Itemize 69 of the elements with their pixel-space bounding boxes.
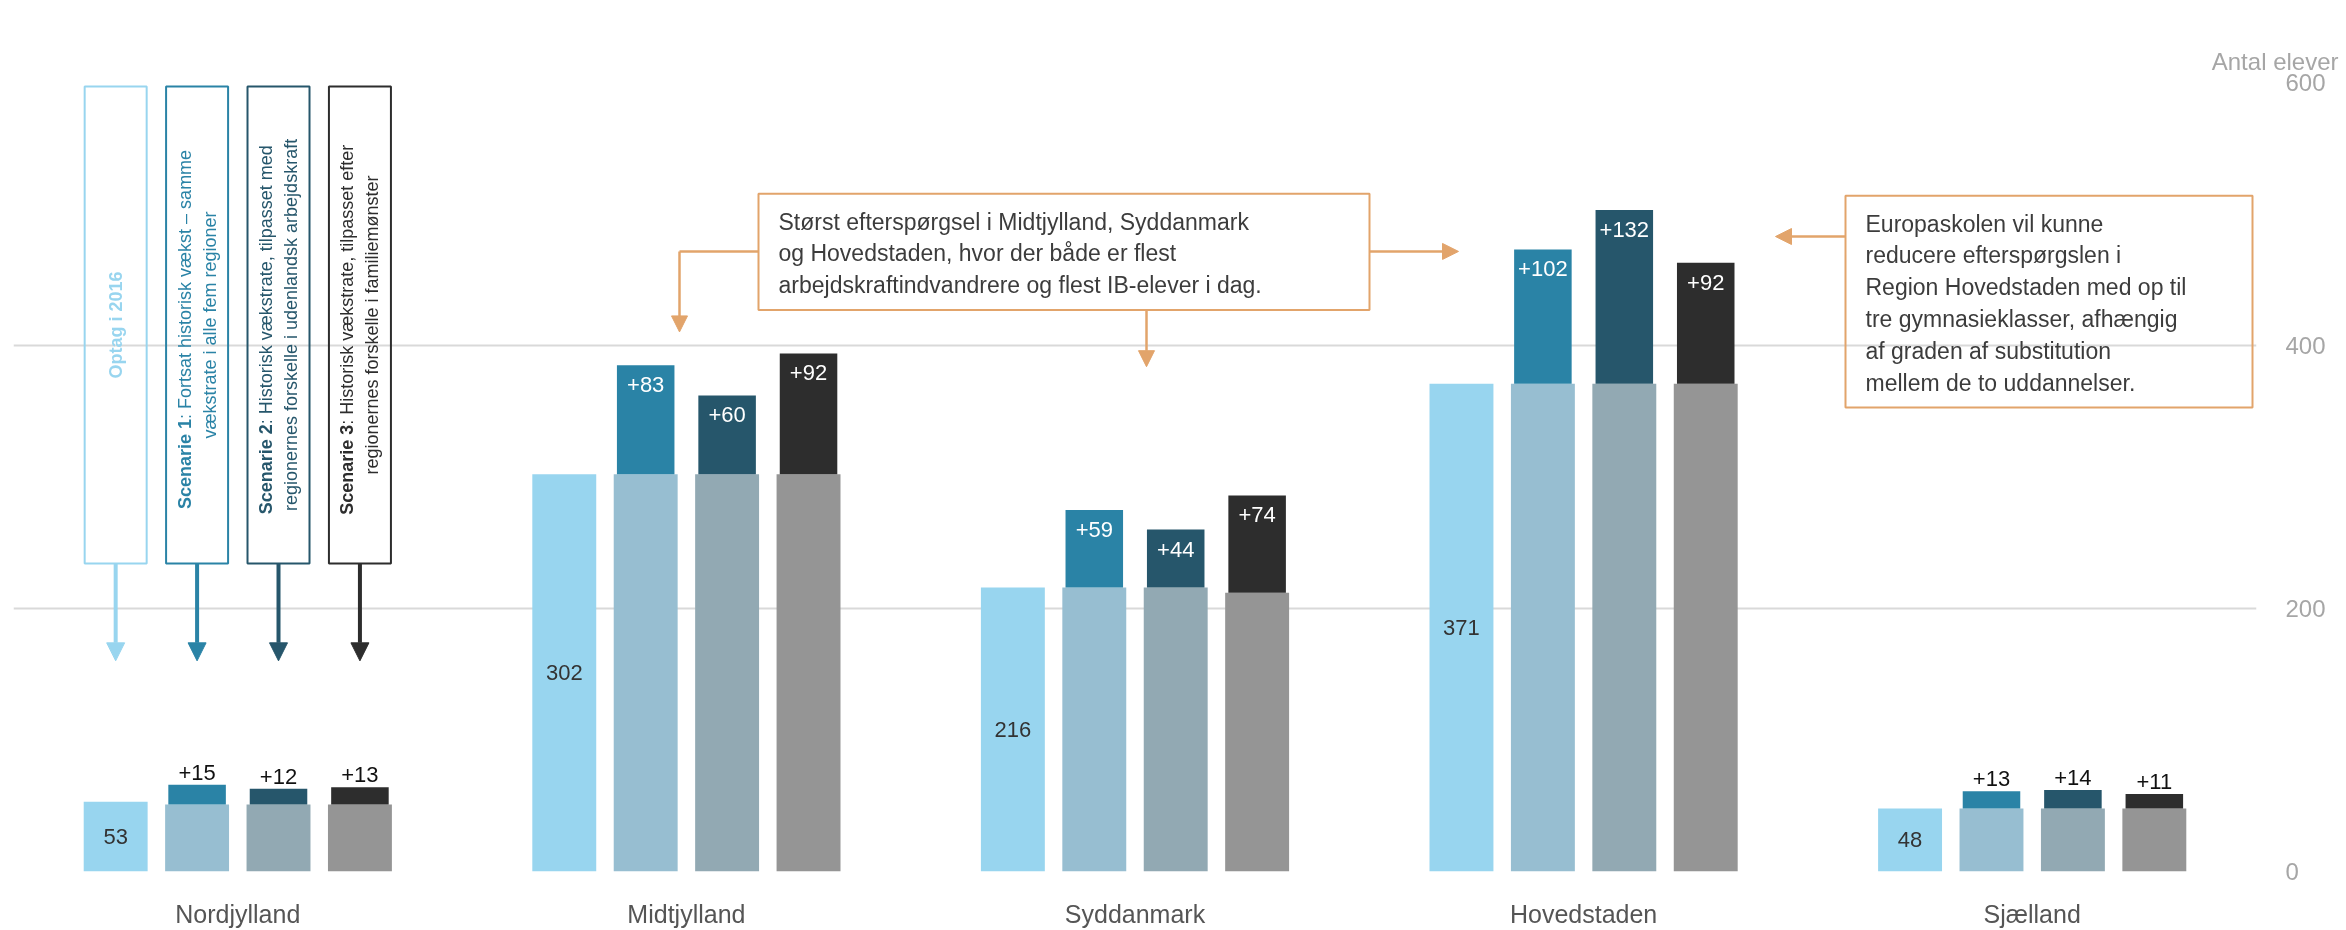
bar: [1510, 383, 1575, 872]
y-tick-label: 0: [2285, 858, 2299, 885]
x-tick-label: Hovedstaden: [1509, 899, 1658, 928]
data-label: 302: [545, 660, 583, 686]
y-tick-label: 200: [2285, 595, 2326, 622]
annotation: Størst efterspørgsel i Midtjylland, Syddanmark og Hovedstaden, hvor der både er flest arbejdskraftindvandrere og flest IB-elever i dag.: [778, 208, 1262, 299]
bar: [1878, 808, 1943, 872]
x-tick-label: Midtjylland: [627, 899, 746, 928]
x-tick-label: Sjælland: [1983, 899, 2081, 928]
bar: [1143, 587, 1208, 872]
data-label: 371: [1443, 615, 1480, 641]
data-label: +44: [1157, 536, 1195, 562]
annotation: Europaskolen vil kunne reducere efterspørgslen i Region Hovedstaden med op til tre gymnasieklasser, afhængig af graden af substitution mellem de to uddannelser.: [1865, 210, 2187, 396]
bar: [2125, 793, 2184, 809]
data-label: +15: [178, 759, 216, 785]
bar: [1225, 592, 1290, 872]
bar: [698, 395, 756, 475]
bar: [1673, 383, 1738, 872]
data-label: +132: [1599, 216, 1650, 242]
bar: [331, 787, 389, 805]
y-tick-label: 400: [2285, 332, 2326, 359]
data-label: +92: [789, 360, 828, 386]
bar: [1595, 210, 1654, 384]
x-tick-label: Syddanmark: [1064, 899, 1206, 928]
bar: [246, 804, 311, 872]
bar: [327, 804, 392, 872]
text: Scenarie 3: Historisk vækstrate, tilpasset efter regionernes forskelle i familiemønster: [337, 144, 383, 515]
data-label: 216: [994, 716, 1032, 742]
data-label: +13: [341, 762, 379, 788]
data-label: +74: [1238, 502, 1276, 528]
bar: [1592, 383, 1657, 872]
data-label: +11: [2136, 768, 2173, 794]
data-label: +92: [1687, 269, 1725, 295]
bar: [1429, 383, 1494, 872]
bar: [776, 474, 841, 872]
text: Scenarie 2: Historisk vækstrate, tilpasset med regionernes forskelle i udenlandsk arbejdskraft: [256, 138, 302, 515]
bar: [1062, 587, 1127, 872]
bar: [695, 474, 760, 872]
bar: [1228, 495, 1286, 593]
bar: [1065, 509, 1124, 588]
bar: [616, 365, 675, 475]
bar: [2044, 789, 2102, 809]
data-label: +14: [2054, 765, 2092, 790]
text: Optag i 2016: [105, 271, 126, 379]
bar: [2040, 808, 2105, 872]
bar: [1962, 791, 2021, 809]
text: Scenarie 1: Fortsat historisk vækst – samme vækstrate i alle fem regioner: [174, 149, 220, 509]
x-tick-label: Nordjylland: [175, 899, 301, 928]
data-label: +12: [259, 763, 298, 789]
bar: [1959, 808, 2024, 872]
bar: [1146, 529, 1205, 588]
data-label: +59: [1075, 516, 1113, 542]
data-label: +83: [627, 372, 665, 398]
data-label: 53: [103, 824, 128, 850]
data-label: +60: [708, 402, 746, 428]
data-label: +102: [1518, 256, 1568, 282]
data-label: 48: [1897, 827, 1923, 853]
bar: [532, 474, 597, 872]
bar: [249, 788, 308, 805]
data-label: +13: [1972, 766, 2011, 792]
bar: [980, 587, 1045, 872]
bar: [165, 804, 230, 872]
bar: [2122, 808, 2187, 872]
bar: [1514, 249, 1572, 384]
bar: [779, 353, 838, 475]
bar: [168, 784, 226, 805]
bar: [1676, 262, 1735, 384]
bar: [613, 474, 678, 872]
bar: [83, 801, 148, 872]
